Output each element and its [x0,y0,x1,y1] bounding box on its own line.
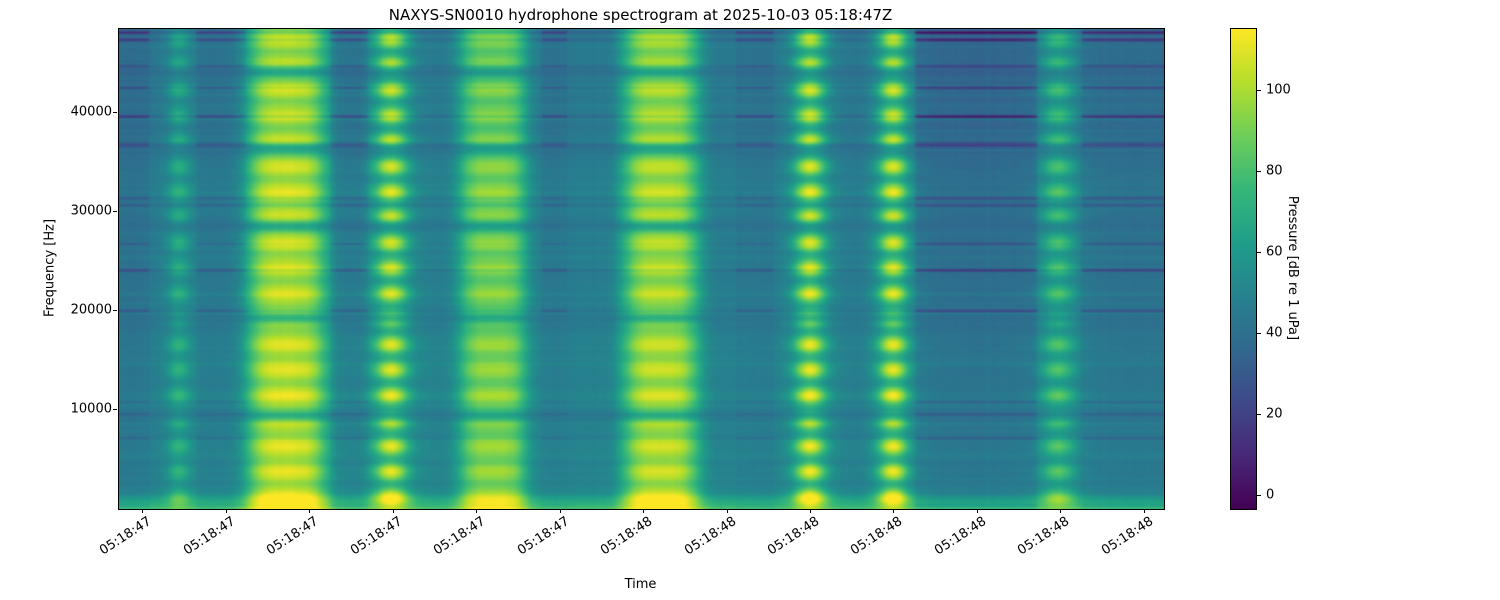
x-tick-mark [476,509,478,513]
chart-title: NAXYS-SN0010 hydrophone spectrogram at 2… [388,6,893,24]
x-tick-label: 05:18:48 [765,514,823,559]
colorbar-tick-label: 40 [1266,325,1283,341]
y-tick-mark [113,112,117,114]
colorbar-tick-label: 20 [1266,406,1283,422]
colorbar [1230,28,1257,510]
colorbar-tick-mark [1257,171,1261,173]
x-tick-mark [1060,509,1062,513]
y-tick-label: 10000 [70,401,112,417]
colorbar-tick-mark [1257,414,1261,416]
x-tick-mark [225,509,227,513]
colorbar-tick-mark [1257,90,1261,92]
spectrogram-heatmap [119,29,1164,509]
x-tick-mark [1143,509,1145,513]
x-tick-mark [893,509,895,513]
x-tick-label: 05:18:48 [932,514,990,559]
x-tick-mark [809,509,811,513]
x-tick-label: 05:18:48 [1015,514,1073,559]
colorbar-tick-mark [1257,252,1261,254]
x-tick-mark [559,509,561,513]
colorbar-tick-mark [1257,495,1261,497]
x-tick-label: 05:18:47 [514,514,572,559]
y-tick-mark [113,409,117,411]
y-tick-label: 20000 [70,302,112,318]
x-tick-label: 05:18:47 [347,514,405,559]
x-tick-mark [726,509,728,513]
x-tick-mark [309,509,311,513]
y-tick-label: 30000 [70,203,112,219]
x-tick-label: 05:18:47 [264,514,322,559]
x-tick-label: 05:18:48 [1098,514,1157,559]
x-tick-mark [643,509,644,513]
colorbar-tick-label: 60 [1266,244,1283,260]
x-tick-label: 05:18:48 [598,514,656,559]
x-tick-mark [392,509,394,513]
x-tick-label: 05:18:48 [681,514,739,559]
colorbar-tick-mark [1257,333,1261,335]
x-tick-label: 05:18:47 [180,514,238,559]
y-tick-label: 40000 [70,104,112,120]
plot-area [118,28,1165,510]
colorbar-tick-label: 80 [1266,163,1283,179]
x-tick-mark [976,509,978,513]
y-tick-mark [113,310,117,312]
x-tick-label: 05:18:47 [97,514,155,559]
y-tick-mark [113,211,117,213]
x-axis-label: Time [624,577,657,592]
colorbar-label: Pressure [dB re 1 uPa] [1285,195,1300,341]
colorbar-tick-label: 100 [1266,82,1291,98]
x-tick-mark [142,509,144,513]
x-tick-label: 05:18:48 [848,514,906,559]
colorbar-tick-label: 0 [1266,487,1275,503]
x-tick-label: 05:18:47 [431,514,489,559]
